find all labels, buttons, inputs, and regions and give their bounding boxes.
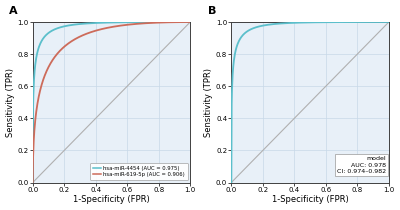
Y-axis label: Sensitivity (TPR): Sensitivity (TPR) — [204, 68, 213, 137]
Legend: hsa-miR-4454 (AUC = 0.975), hsa-miR-619-5p (AUC = 0.906): hsa-miR-4454 (AUC = 0.975), hsa-miR-619-… — [90, 163, 188, 180]
X-axis label: 1-Specificity (FPR): 1-Specificity (FPR) — [272, 196, 348, 205]
Y-axis label: Sensitivity (TPR): Sensitivity (TPR) — [6, 68, 14, 137]
Text: B: B — [208, 6, 216, 16]
Text: A: A — [9, 6, 18, 16]
Text: model
AUC: 0.978
CI: 0.974–0.982: model AUC: 0.978 CI: 0.974–0.982 — [336, 156, 386, 175]
X-axis label: 1-Specificity (FPR): 1-Specificity (FPR) — [73, 196, 150, 205]
